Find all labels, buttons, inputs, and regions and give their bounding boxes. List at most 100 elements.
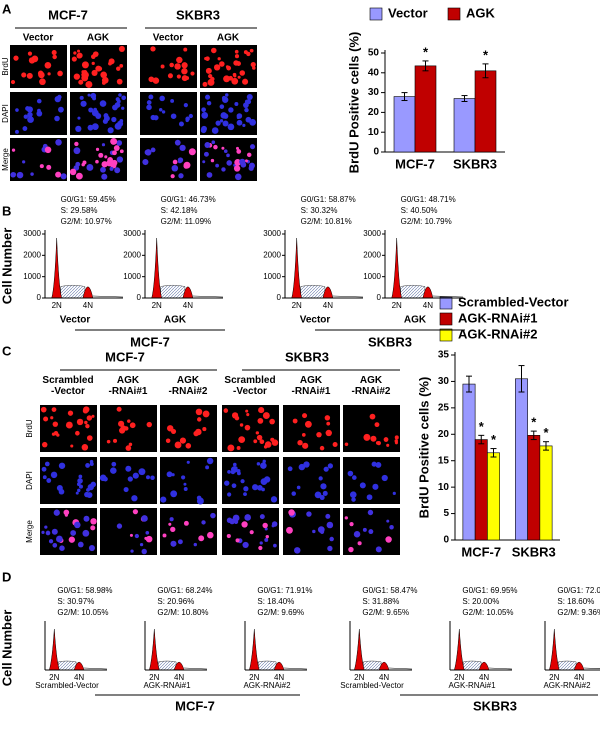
cell xyxy=(144,149,151,156)
panel-label: C xyxy=(2,343,12,358)
cell xyxy=(46,164,52,170)
significance: * xyxy=(423,44,429,59)
stats-text: G0/G1: 58.87% xyxy=(301,195,356,204)
x-tick-label: 2N xyxy=(249,673,259,682)
cell xyxy=(169,517,174,522)
significance: * xyxy=(531,415,537,430)
stats-text: G0/G1: 72.04% xyxy=(557,586,600,595)
cell xyxy=(76,53,82,59)
cell xyxy=(81,61,89,69)
cell xyxy=(190,71,195,76)
cell xyxy=(206,100,212,106)
y-tick-label: 1000 xyxy=(123,272,141,281)
cell xyxy=(114,167,121,174)
cell xyxy=(107,127,114,134)
cell xyxy=(217,57,221,61)
condition-label: AGK-RNAi#2 xyxy=(352,375,391,397)
cell xyxy=(165,438,171,443)
cell xyxy=(221,95,227,101)
bar xyxy=(414,65,437,153)
cell xyxy=(53,430,59,436)
x-tick-label: 2N xyxy=(354,673,364,682)
cell xyxy=(210,512,216,519)
bar xyxy=(527,435,541,541)
cell xyxy=(26,106,33,113)
cell xyxy=(357,541,362,546)
cell xyxy=(183,161,191,169)
condition-label: AGK xyxy=(164,315,187,326)
cell xyxy=(68,536,76,543)
cell xyxy=(205,67,212,74)
cell xyxy=(51,50,57,56)
cell xyxy=(234,102,239,107)
legend-label: Scrambled-Vector xyxy=(458,294,569,309)
cell xyxy=(236,119,243,126)
cell xyxy=(30,172,34,176)
cell xyxy=(60,173,67,180)
cell xyxy=(244,514,251,521)
cell xyxy=(221,146,225,150)
cell xyxy=(314,491,322,499)
cell xyxy=(118,45,125,52)
cell xyxy=(127,419,131,423)
cell xyxy=(100,71,107,79)
cell xyxy=(375,546,382,553)
stats-text: G2/M: 10.80% xyxy=(157,608,208,617)
cell xyxy=(306,511,312,517)
cell xyxy=(222,113,229,119)
cell xyxy=(26,72,33,79)
cell xyxy=(106,160,113,167)
cell xyxy=(210,76,215,82)
cell xyxy=(205,465,210,470)
cell xyxy=(259,541,263,545)
stats-text: G0/G1: 71.91% xyxy=(257,586,312,595)
cell xyxy=(81,74,89,82)
g1-peak xyxy=(248,628,260,671)
x-tick-label: SKBR3 xyxy=(453,156,497,171)
cell xyxy=(51,528,58,535)
cell xyxy=(85,463,90,468)
s-phase xyxy=(300,284,326,299)
cell xyxy=(231,77,239,85)
micrograph xyxy=(343,405,400,452)
cell xyxy=(246,94,253,101)
significance: * xyxy=(543,425,549,440)
cell xyxy=(232,462,237,467)
error-bar xyxy=(482,63,489,79)
stats-text: S: 30.97% xyxy=(57,597,94,606)
cell xyxy=(303,461,310,468)
cell xyxy=(73,51,77,55)
cell xyxy=(255,431,259,435)
cell xyxy=(145,530,150,535)
stats-text: S: 31.88% xyxy=(362,597,399,606)
y-tick-label: 5 xyxy=(443,508,449,519)
y-tick-label: 50 xyxy=(368,48,380,59)
x-tick-label: 4N xyxy=(174,673,184,682)
cell xyxy=(166,425,174,432)
cell xyxy=(121,106,125,110)
cell xyxy=(99,100,107,107)
y-tick-label: 0 xyxy=(377,293,382,302)
cell xyxy=(260,462,267,469)
cell xyxy=(80,100,87,107)
stats-text: G2/M: 10.97% xyxy=(61,217,112,226)
stain-label: Merge xyxy=(1,148,10,171)
cell xyxy=(47,72,51,76)
label-line: -Vector xyxy=(51,386,85,397)
cell xyxy=(236,61,241,67)
cell xyxy=(292,418,298,424)
cell xyxy=(12,172,16,177)
cell xyxy=(316,431,322,438)
cell xyxy=(132,472,139,479)
cell xyxy=(210,158,215,163)
cell xyxy=(73,73,80,80)
cell xyxy=(174,441,182,449)
cell xyxy=(312,529,316,534)
cell xyxy=(86,435,93,441)
cell xyxy=(302,413,308,419)
cell xyxy=(181,475,186,480)
y-tick-label: 20 xyxy=(438,429,450,440)
cell xyxy=(22,126,28,131)
cell xyxy=(258,407,265,414)
cell xyxy=(160,496,167,503)
